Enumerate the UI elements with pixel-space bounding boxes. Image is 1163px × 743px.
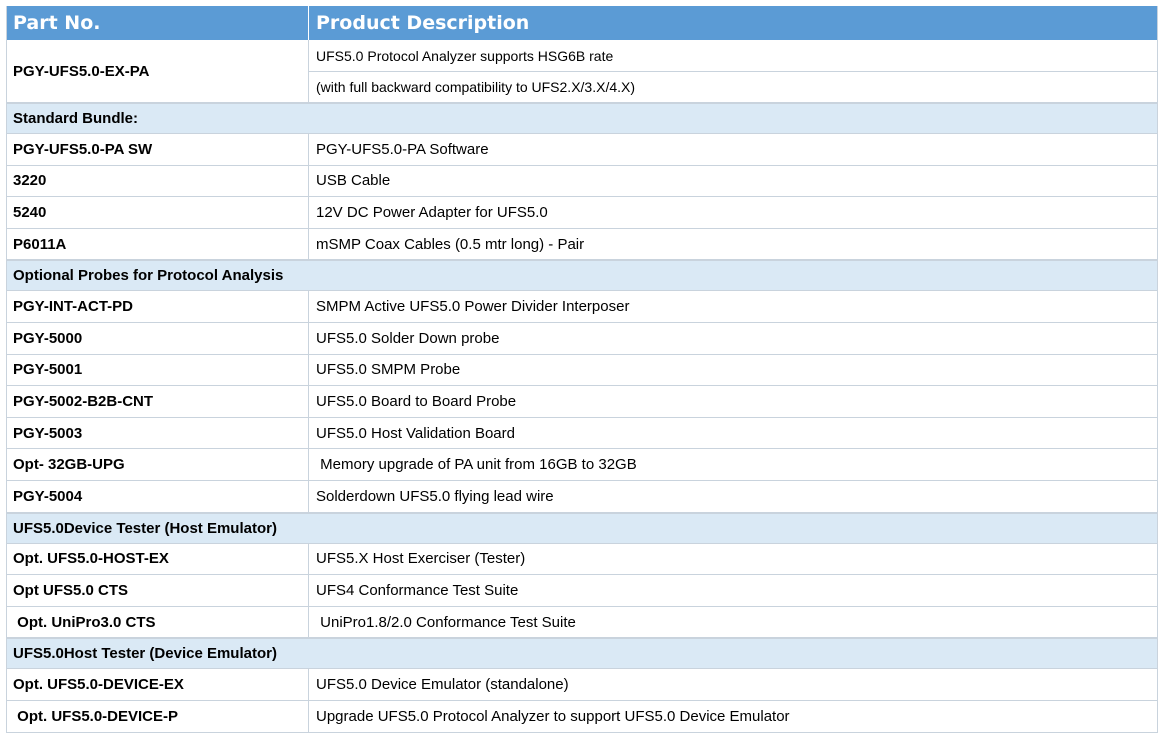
section-row-device-tester: UFS5.0Device Tester (Host Emulator) [7,511,1157,543]
part-no-cell: Opt. UniPro3.0 CTS [7,606,309,638]
table-row: 5240 12V DC Power Adapter for UFS5.0 [7,196,1157,228]
part-no-cell: Opt- 32GB-UPG [7,449,309,480]
section-title: Optional Probes for Protocol Analysis [13,267,284,285]
table-row: PGY-UFS5.0-PA SW PGY-UFS5.0-PA Software [7,133,1157,165]
section-row-standard-bundle: Standard Bundle: [7,102,1157,133]
part-no-cell: PGY-UFS5.0-PA SW [7,134,309,165]
description-cell: Memory upgrade of PA unit from 16GB to 3… [316,456,637,474]
table-row: Opt- 32GB-UPG Memory upgrade of PA unit … [7,448,1157,480]
table-row: PGY-5004 Solderdown UFS5.0 flying lead w… [7,479,1157,512]
part-no-cell: P6011A [7,228,309,260]
description-cell: UFS5.0 Protocol Analyzer supports HSG6B … [309,40,1157,102]
description-cell: PGY-UFS5.0-PA Software [316,140,489,158]
description-cell: USB Cable [316,172,391,190]
header-product-description: Product Description [316,12,530,34]
table-row: PGY-5001 UFS5.0 SMPM Probe [7,353,1157,386]
description-cell: UFS5.0 Device Emulator (standalone) [316,676,569,694]
description-line-2: (with full backward compatibility to UFS… [309,71,1157,102]
description-cell: UFS5.X Host Exerciser (Tester) [316,550,526,568]
section-row-optional-probes: Optional Probes for Protocol Analysis [7,259,1157,291]
part-no-cell: 5240 [7,197,309,228]
part-no-cell: Opt UFS5.0 CTS [7,575,309,606]
description-cell: mSMP Coax Cables (0.5 mtr long) - Pair [316,235,585,253]
table-row: PGY-5002-B2B-CNT UFS5.0 Board to Board P… [7,385,1157,417]
part-no-cell: PGY-5002-B2B-CNT [7,386,309,417]
part-no-cell: Opt. UFS5.0-DEVICE-P [7,700,309,732]
product-table: Part No. Product Description PGY-UFS5.0-… [6,6,1158,733]
description-cell: UFS5.0 Solder Down probe [316,329,500,347]
table-row: Opt. UFS5.0-DEVICE-P Upgrade UFS5.0 Prot… [7,699,1157,732]
table-row: Opt. UFS5.0-HOST-EX UFS5.X Host Exercise… [7,542,1157,575]
description-cell: UniPro1.8/2.0 Conformance Test Suite [316,613,576,631]
description-cell: UFS5.0 Host Validation Board [316,424,515,442]
part-no-cell: PGY-5004 [7,480,309,512]
description-cell: UFS4 Conformance Test Suite [316,581,519,599]
table-row: PGY-5000 UFS5.0 Solder Down probe [7,321,1157,354]
header-part-no: Part No. [7,6,309,40]
description-cell: UFS5.0 Board to Board Probe [316,392,517,410]
table-row: PGY-5003 UFS5.0 Host Validation Board [7,416,1157,449]
part-no-cell: PGY-5001 [7,354,309,386]
section-title: Standard Bundle: [13,110,139,127]
part-no-cell: Opt. UFS5.0-DEVICE-EX [7,669,309,700]
description-cell: 12V DC Power Adapter for UFS5.0 [316,203,548,221]
part-no-cell: PGY-INT-ACT-PD [7,291,309,322]
part-no-cell: PGY-5000 [7,322,309,354]
section-title: UFS5.0Device Tester (Host Emulator) [13,519,277,537]
section-row-host-tester: UFS5.0Host Tester (Device Emulator) [7,637,1157,669]
table-header: Part No. Product Description [7,6,1157,40]
part-no-cell: Opt. UFS5.0-HOST-EX [7,543,309,575]
description-cell: Upgrade UFS5.0 Protocol Analyzer to supp… [316,707,790,725]
description-cell: UFS5.0 SMPM Probe [316,361,461,379]
part-no-cell: PGY-5003 [7,417,309,449]
table-row: 3220 USB Cable [7,164,1157,197]
table-row: Opt UFS5.0 CTS UFS4 Conformance Test Sui… [7,574,1157,606]
table-row: Opt. UniPro3.0 CTS UniPro1.8/2.0 Conform… [7,605,1157,638]
section-title: UFS5.0Host Tester (Device Emulator) [13,645,277,663]
table-row-main-item: PGY-UFS5.0-EX-PA UFS5.0 Protocol Analyze… [7,40,1157,102]
description-cell: SMPM Active UFS5.0 Power Divider Interpo… [316,298,630,316]
table-row: Opt. UFS5.0-DEVICE-EX UFS5.0 Device Emul… [7,668,1157,700]
description-line-1: UFS5.0 Protocol Analyzer supports HSG6B … [316,47,614,64]
description-cell: Solderdown UFS5.0 flying lead wire [316,487,554,505]
part-no-cell: PGY-UFS5.0-EX-PA [7,40,309,102]
part-no-cell: 3220 [7,165,309,197]
table-row: PGY-INT-ACT-PD SMPM Active UFS5.0 Power … [7,290,1157,322]
table-row: P6011A mSMP Coax Cables (0.5 mtr long) -… [7,227,1157,260]
